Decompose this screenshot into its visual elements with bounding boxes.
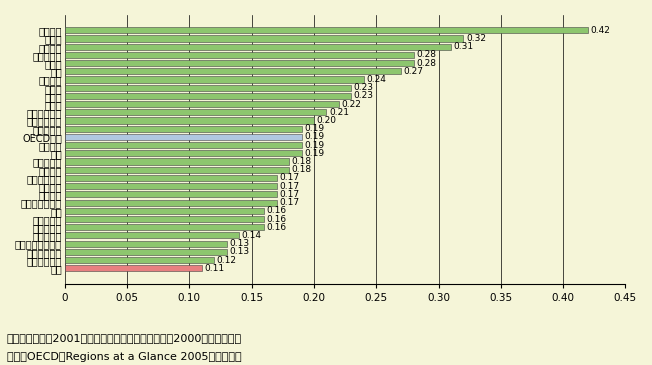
Text: 0.31: 0.31 [454, 42, 473, 51]
Bar [65, 85, 351, 91]
Bar [65, 191, 276, 197]
Text: 0.11: 0.11 [204, 264, 224, 273]
Bar [65, 167, 289, 173]
Bar [65, 126, 301, 132]
Text: 0.42: 0.42 [591, 26, 610, 35]
Bar [65, 76, 364, 82]
Text: 0.17: 0.17 [279, 198, 299, 207]
Text: 0.18: 0.18 [291, 157, 312, 166]
Text: 0.28: 0.28 [416, 59, 436, 68]
Text: 0.14: 0.14 [242, 231, 261, 240]
Bar [65, 216, 264, 222]
Bar [65, 150, 301, 157]
Bar [65, 158, 289, 165]
Bar [65, 208, 264, 214]
Text: 0.24: 0.24 [366, 75, 386, 84]
Text: 0.19: 0.19 [304, 149, 324, 158]
Text: 0.18: 0.18 [291, 165, 312, 174]
Bar [65, 118, 314, 124]
Bar [65, 183, 276, 189]
Bar [65, 265, 202, 271]
Bar [65, 175, 276, 181]
Text: 0.13: 0.13 [230, 247, 249, 256]
Text: 0.17: 0.17 [279, 173, 299, 182]
Bar [65, 233, 239, 238]
Text: 0.32: 0.32 [466, 34, 486, 43]
Text: 0.16: 0.16 [267, 223, 287, 232]
Bar [65, 43, 451, 50]
Text: 0.23: 0.23 [354, 83, 374, 92]
Bar [65, 35, 464, 42]
Bar [65, 257, 215, 263]
Text: 0.21: 0.21 [329, 108, 349, 117]
Text: 0.19: 0.19 [304, 141, 324, 150]
Text: 0.19: 0.19 [304, 124, 324, 133]
Bar [65, 27, 588, 33]
Bar [65, 101, 339, 107]
Bar [65, 249, 227, 255]
Text: 0.19: 0.19 [304, 132, 324, 142]
Bar [65, 142, 301, 148]
Bar [65, 241, 227, 247]
Text: 0.16: 0.16 [267, 215, 287, 223]
Text: 0.28: 0.28 [416, 50, 436, 59]
Bar [65, 68, 401, 74]
Bar [65, 52, 413, 58]
Bar [65, 224, 264, 230]
Bar [65, 60, 413, 66]
Text: 資料）OECD「Regions at a Glance 2005」より作成: 資料）OECD「Regions at a Glance 2005」より作成 [7, 351, 241, 361]
Bar [65, 109, 327, 115]
Text: 0.23: 0.23 [354, 91, 374, 100]
Text: 0.13: 0.13 [230, 239, 249, 248]
Text: 0.12: 0.12 [216, 255, 237, 265]
Text: 0.27: 0.27 [404, 67, 424, 76]
Text: 0.17: 0.17 [279, 190, 299, 199]
Text: （注）データは2001年のもの（一部の国については2000年のデータ）: （注）データは2001年のもの（一部の国については2000年のデータ） [7, 333, 242, 343]
Text: 0.22: 0.22 [342, 100, 361, 109]
Text: 0.20: 0.20 [316, 116, 336, 125]
Text: 0.17: 0.17 [279, 182, 299, 191]
Bar [65, 93, 351, 99]
Text: 0.16: 0.16 [267, 206, 287, 215]
Bar [65, 200, 276, 205]
Bar [65, 134, 301, 140]
